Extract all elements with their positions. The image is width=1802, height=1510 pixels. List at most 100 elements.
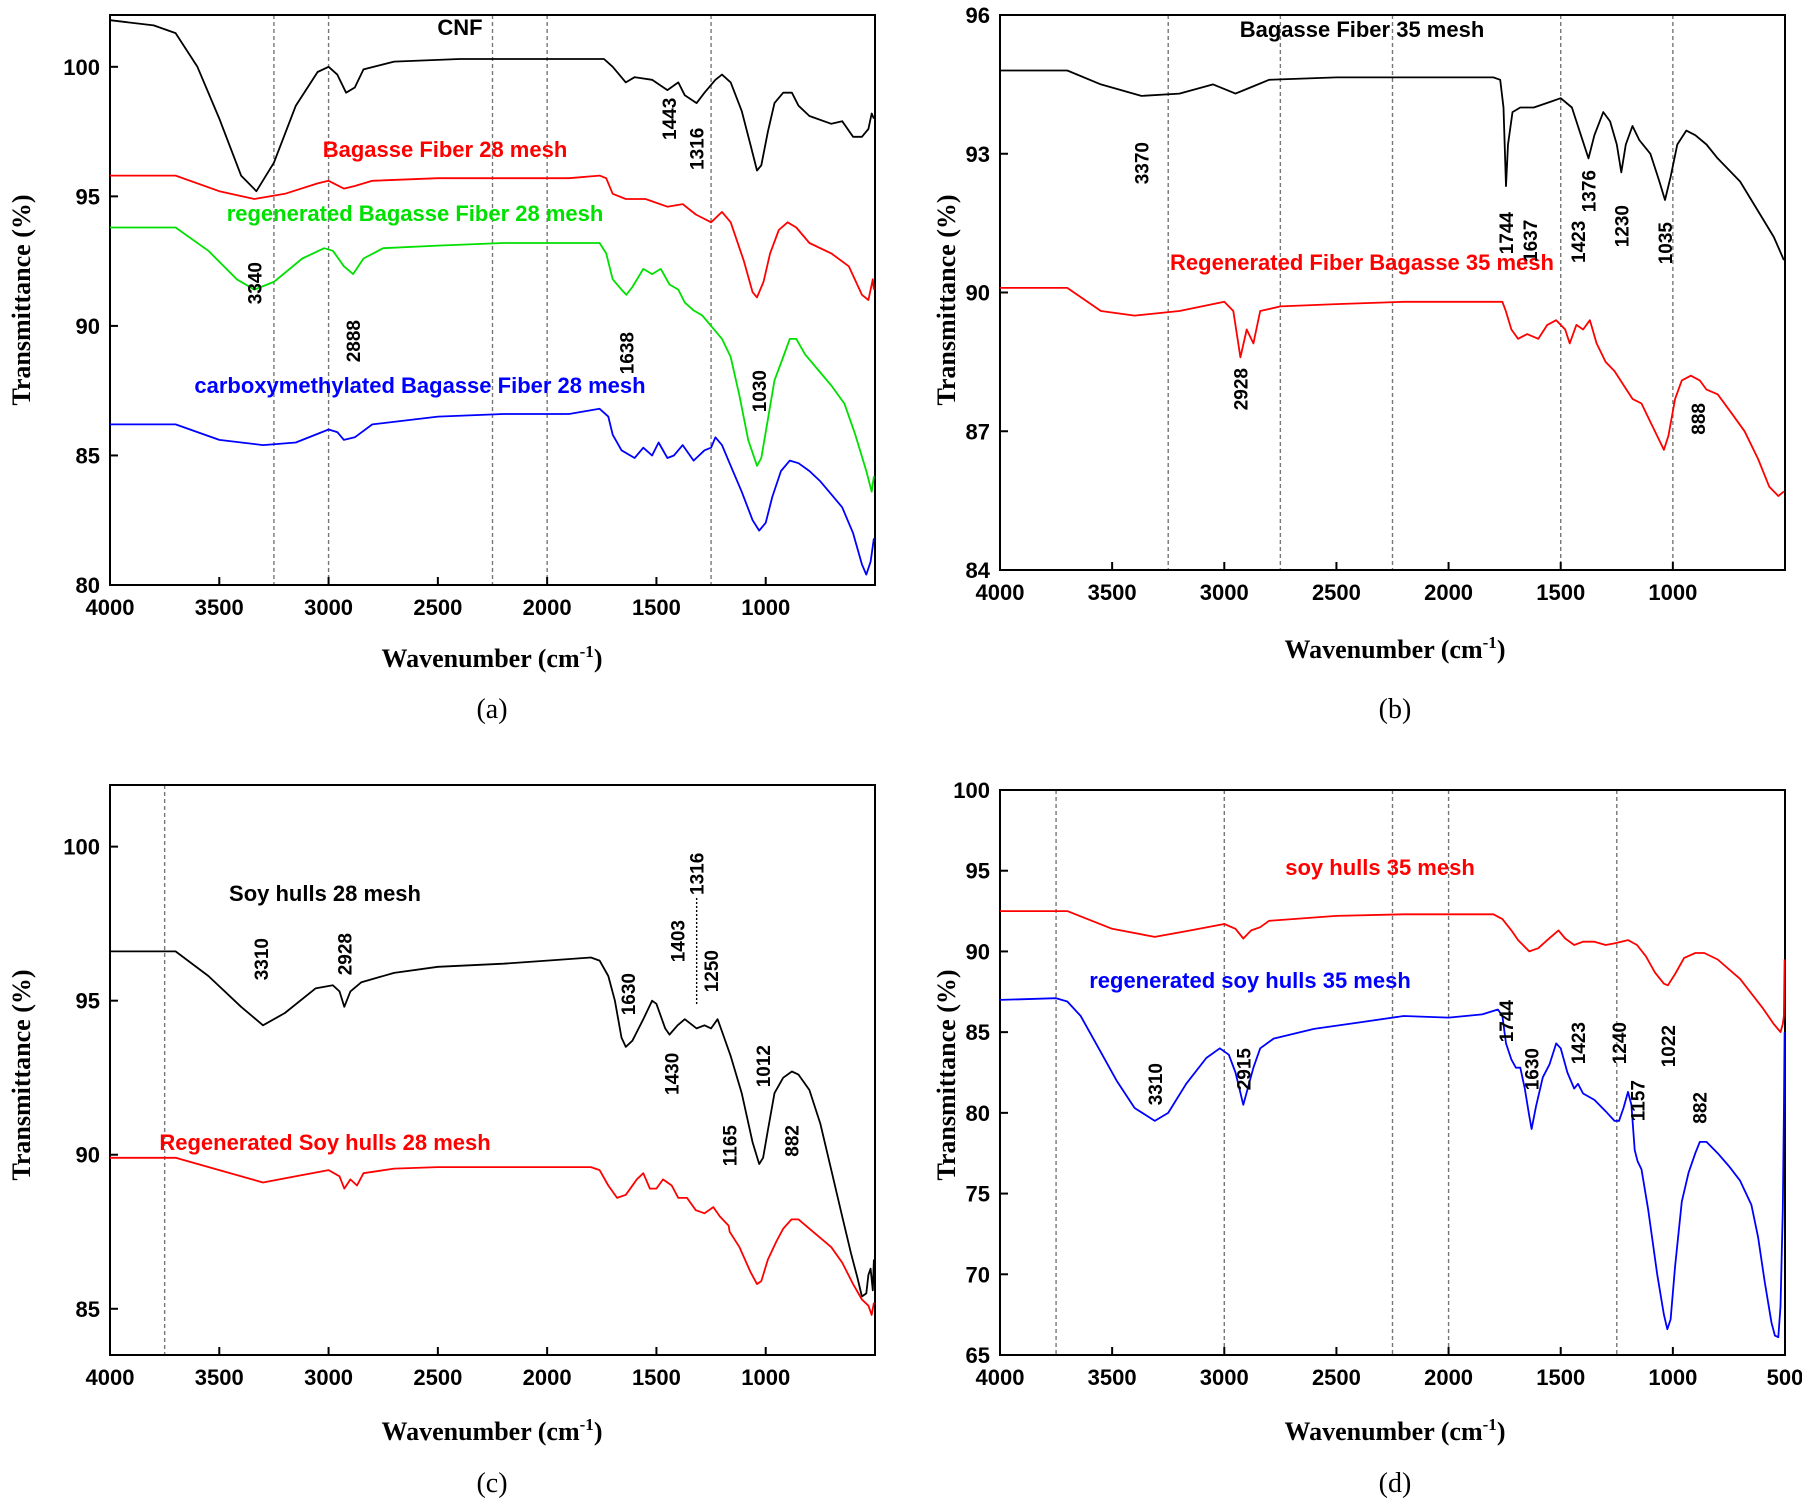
chart-panel-1: 84 87 90 93 96 4000 3500 3000 2500 2000 1500 1000 Ba… bbox=[932, 3, 1786, 725]
y-tick-label: 90 bbox=[76, 314, 100, 339]
x-axis-title: Wavenumber (cm-1) bbox=[1285, 633, 1506, 664]
x-tick-label: 3000 bbox=[304, 1365, 353, 1390]
plot-frame bbox=[109, 784, 876, 1356]
y-tick-label: 100 bbox=[63, 55, 100, 80]
x-tick-label: 1000 bbox=[741, 1365, 790, 1390]
series-line-1 bbox=[1000, 287, 1785, 497]
series-line-0 bbox=[1000, 910, 1786, 1033]
peak-annotation: 888 bbox=[1689, 403, 1710, 435]
peak-annotation: 1165 bbox=[721, 1125, 742, 1167]
x-tick-label: 4000 bbox=[976, 1365, 1025, 1390]
y-tick-label: 96 bbox=[966, 3, 990, 28]
x-tick-label: 4000 bbox=[86, 1365, 135, 1390]
x-tick-label: 4000 bbox=[976, 580, 1025, 605]
x-tick-label: 2000 bbox=[1424, 580, 1473, 605]
x-axis-title: Wavenumber (cm-1) bbox=[382, 1415, 603, 1446]
peak-annotation: 1744 bbox=[1497, 212, 1518, 255]
x-tick-label: 3000 bbox=[1200, 580, 1249, 605]
series-label: Bagasse Fiber 35 mesh bbox=[1240, 17, 1485, 42]
x-tick-label: 3000 bbox=[304, 595, 353, 620]
series-line-3 bbox=[110, 407, 875, 576]
y-tick-label: 85 bbox=[966, 1020, 990, 1045]
peak-annotation: 1012 bbox=[754, 1045, 775, 1087]
peak-annotation: 3340 bbox=[245, 262, 266, 304]
y-tick-label: 80 bbox=[966, 1101, 990, 1126]
series-label: carboxymethylated Bagasse Fiber 28 mesh bbox=[194, 373, 645, 398]
x-tick-label: 2000 bbox=[1424, 1365, 1473, 1390]
x-axis-title-main: Wavenumber (cm bbox=[1285, 1417, 1483, 1446]
series-label: regenerated soy hulls 35 mesh bbox=[1089, 968, 1411, 993]
x-tick-label: 2000 bbox=[523, 595, 572, 620]
y-tick-label: 87 bbox=[966, 419, 990, 444]
x-tick-label: 1500 bbox=[632, 595, 681, 620]
y-tick-label: 85 bbox=[76, 443, 100, 468]
peak-annotation: 1638 bbox=[617, 332, 638, 374]
peak-annotation: 2928 bbox=[1231, 368, 1252, 410]
y-tick-label: 93 bbox=[966, 142, 990, 167]
peak-annotation: 882 bbox=[1690, 1092, 1711, 1124]
x-tick-label: 3500 bbox=[195, 1365, 244, 1390]
peak-annotation: 1376 bbox=[1580, 170, 1601, 212]
plot-frame bbox=[109, 14, 876, 586]
y-tick-label: 100 bbox=[63, 835, 100, 860]
x-tick-label: 4000 bbox=[86, 595, 135, 620]
y-axis-title: Transmittance (%) bbox=[932, 969, 961, 1180]
y-axis-title: Transmittance (%) bbox=[932, 194, 961, 405]
y-tick-label: 95 bbox=[76, 989, 100, 1014]
y-tick-label: 90 bbox=[966, 939, 990, 964]
peak-annotation: 1430 bbox=[663, 1053, 684, 1095]
peak-annotation: 2888 bbox=[344, 320, 365, 362]
peak-annotation: 1403 bbox=[669, 920, 690, 962]
x-tick-label: 1500 bbox=[1536, 580, 1585, 605]
x-tick-label: 2500 bbox=[413, 595, 462, 620]
peak-annotation: 1630 bbox=[619, 973, 640, 1015]
chart-panel-0: 80 85 90 95 100 4000 3500 3000 2500 2000 1500 1000 C… bbox=[7, 14, 876, 725]
series-line-0 bbox=[109, 19, 875, 193]
series-line-1 bbox=[999, 997, 1786, 1339]
x-axis-title-sup: -1 bbox=[580, 642, 594, 661]
x-tick-label: 1000 bbox=[741, 595, 790, 620]
series-label: CNF bbox=[437, 15, 482, 40]
y-axis-title: Transmittance (%) bbox=[7, 194, 36, 405]
x-tick-label: 2500 bbox=[1312, 580, 1361, 605]
peak-annotation: 1157 bbox=[1629, 1080, 1650, 1121]
x-axis-title-close: ) bbox=[1497, 635, 1506, 664]
y-tick-label: 70 bbox=[966, 1262, 990, 1287]
peak-annotation: 1630 bbox=[1523, 1048, 1544, 1090]
x-axis-title-main: Wavenumber (cm bbox=[382, 644, 580, 673]
x-tick-label: 1500 bbox=[1536, 1365, 1585, 1390]
x-tick-label: 2000 bbox=[523, 1365, 572, 1390]
peak-annotation: 882 bbox=[783, 1125, 804, 1157]
y-axis-title: Transmittance (%) bbox=[7, 969, 36, 1180]
x-axis-title-main: Wavenumber (cm bbox=[382, 1417, 580, 1446]
series-label: Soy hulls 28 mesh bbox=[229, 881, 421, 906]
x-axis-title-main: Wavenumber (cm bbox=[1285, 635, 1483, 664]
x-tick-label: 3500 bbox=[195, 595, 244, 620]
subfigure-label: (a) bbox=[476, 694, 507, 725]
series-line-0 bbox=[1000, 69, 1785, 261]
peak-annotation: 3310 bbox=[1146, 1063, 1167, 1105]
y-tick-label: 95 bbox=[966, 859, 990, 884]
x-axis-title: Wavenumber (cm-1) bbox=[382, 642, 603, 673]
peak-annotation: 1022 bbox=[1659, 1025, 1680, 1067]
series-line-2 bbox=[110, 226, 875, 493]
peak-annotation: 1744 bbox=[1497, 1000, 1518, 1043]
peak-annotation: 3310 bbox=[252, 938, 273, 980]
peak-annotation: 2915 bbox=[1234, 1048, 1255, 1091]
series-label: Regenerated Fiber Bagasse 35 mesh bbox=[1170, 250, 1554, 275]
series-line-1 bbox=[110, 174, 875, 301]
y-tick-label: 65 bbox=[966, 1343, 990, 1368]
subfigure-label: (b) bbox=[1379, 694, 1412, 725]
x-axis-title-sup: -1 bbox=[1483, 1415, 1497, 1434]
peak-annotation: 1423 bbox=[1569, 221, 1590, 263]
peak-annotation: 1637 bbox=[1521, 220, 1542, 262]
peak-annotation: 1316 bbox=[688, 128, 709, 170]
x-tick-label: 3500 bbox=[1088, 580, 1137, 605]
x-axis-title-close: ) bbox=[594, 644, 603, 673]
series-label: Regenerated Soy hulls 28 mesh bbox=[159, 1130, 490, 1155]
peak-annotation: 1316 bbox=[688, 853, 709, 895]
chart-panel-3: 65 70 75 80 85 90 95 100 4000 3500 3000 2500 2000 150… bbox=[932, 778, 1802, 1499]
x-axis-title: Wavenumber (cm-1) bbox=[1285, 1415, 1506, 1446]
y-tick-label: 84 bbox=[966, 558, 991, 583]
